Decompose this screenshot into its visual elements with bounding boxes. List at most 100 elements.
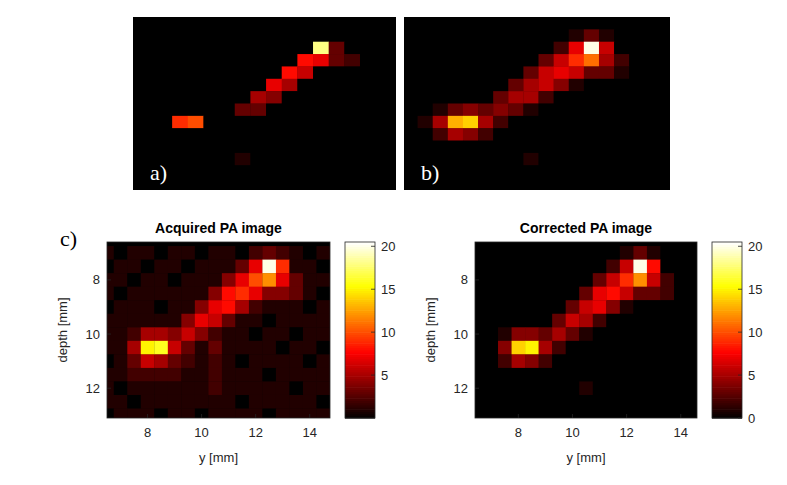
heatmap-cell xyxy=(266,42,282,55)
heatmap-cell xyxy=(344,153,360,166)
heatmap-cell xyxy=(539,116,554,129)
heatmap-cell xyxy=(660,409,674,418)
heatmap-cell xyxy=(329,165,345,178)
heatmap-cell xyxy=(114,341,128,355)
heatmap-cell xyxy=(554,104,569,117)
heatmap-cell xyxy=(289,368,303,382)
heatmap-cell xyxy=(303,381,317,395)
heatmap-cell xyxy=(539,354,553,368)
heatmap-cell xyxy=(133,141,141,154)
heatmap-cell xyxy=(539,153,554,166)
heatmap-cell xyxy=(219,116,235,129)
heatmap-cell xyxy=(329,66,345,79)
heatmap-cell xyxy=(141,66,157,79)
heatmap-cell xyxy=(235,91,251,104)
heatmap-cell xyxy=(433,104,448,117)
heatmap-cell xyxy=(554,29,569,42)
heatmap-cell xyxy=(329,54,345,67)
heatmap-cell xyxy=(249,354,263,368)
heatmap-cell xyxy=(181,381,195,395)
heatmap-cell xyxy=(276,381,290,395)
heatmap-cell xyxy=(512,246,526,260)
heatmap-cell xyxy=(552,327,566,341)
heatmap-cell xyxy=(579,327,593,341)
heatmap-cell xyxy=(523,66,538,79)
heatmap-cell xyxy=(344,54,360,67)
heatmap-cell xyxy=(141,381,155,395)
heatmap-cell xyxy=(297,79,313,92)
heatmap-cell xyxy=(360,153,376,166)
heatmap-cell xyxy=(188,91,204,104)
heatmap-cell xyxy=(554,141,569,154)
heatmap-cell xyxy=(266,178,282,190)
heatmap-cell xyxy=(463,104,478,117)
heatmap-cell xyxy=(195,354,209,368)
heatmap-cell xyxy=(114,395,128,409)
heatmap-cell xyxy=(599,178,614,190)
heatmap-cell xyxy=(262,246,276,260)
heatmap-cell xyxy=(660,354,674,368)
heatmap-cell xyxy=(262,409,276,418)
heatmap-cell xyxy=(525,273,539,287)
heatmap-cell xyxy=(141,29,157,42)
heatmap-cell xyxy=(614,104,629,117)
heatmap-cell xyxy=(475,273,485,287)
heatmap-cell xyxy=(629,153,644,166)
heatmap-cell xyxy=(344,29,360,42)
plot-background xyxy=(107,242,330,418)
heatmap-cell xyxy=(360,104,376,117)
heatmap-cell xyxy=(107,354,114,368)
heatmap-cell xyxy=(276,260,290,274)
heatmap-cell xyxy=(188,66,204,79)
heatmap-cell xyxy=(297,42,313,55)
heatmap-cell xyxy=(154,287,168,301)
heatmap-cell xyxy=(107,368,114,382)
heatmap-cell xyxy=(219,141,235,154)
heatmap-cell xyxy=(297,54,313,67)
heatmap-cell xyxy=(539,260,553,274)
heatmap-cell xyxy=(584,79,599,92)
heatmap-cell xyxy=(539,42,554,55)
heatmap-cell xyxy=(512,287,526,301)
y-tick xyxy=(107,279,111,280)
heatmap-cell xyxy=(276,314,290,328)
heatmap-cell xyxy=(313,141,329,154)
heatmap-cell xyxy=(107,327,114,341)
heatmap-cell xyxy=(508,29,523,42)
heatmap-cell xyxy=(313,42,329,55)
heatmap-cell xyxy=(629,165,644,178)
heatmap-cell xyxy=(620,300,634,314)
heatmap-cell xyxy=(276,300,290,314)
heatmap-cell xyxy=(688,314,697,328)
heatmap-cell xyxy=(525,300,539,314)
heatmap-cell xyxy=(433,116,448,129)
heatmap-cell xyxy=(168,314,182,328)
heatmap-cell xyxy=(566,287,580,301)
heatmap-cell xyxy=(523,141,538,154)
heatmap-cell xyxy=(493,29,508,42)
heatmap-cell xyxy=(141,54,157,67)
heatmap-cell xyxy=(475,381,485,395)
heatmap-cell xyxy=(484,354,498,368)
x-tick-label: 8 xyxy=(144,425,151,440)
heatmap-cell xyxy=(475,287,485,301)
heatmap-cell xyxy=(203,29,219,42)
heatmap-cell xyxy=(584,116,599,129)
heatmap-cell xyxy=(276,273,290,287)
heatmap-cell xyxy=(235,395,249,409)
heatmap-cell xyxy=(276,327,290,341)
heatmap-cell xyxy=(463,116,478,129)
heatmap-cell xyxy=(484,273,498,287)
heatmap-cell xyxy=(599,116,614,129)
heatmap-cell xyxy=(688,341,697,355)
heatmap-cell xyxy=(195,327,209,341)
colorbar-slice xyxy=(712,242,742,245)
heatmap-cell xyxy=(633,381,647,395)
heatmap-cell xyxy=(235,104,251,117)
heatmap-cell xyxy=(133,91,141,104)
heatmap-cell xyxy=(127,327,141,341)
heatmap-cell xyxy=(418,91,433,104)
heatmap-cell xyxy=(599,153,614,166)
y-tick-label: 8 xyxy=(461,272,468,287)
heatmap-cell xyxy=(554,42,569,55)
